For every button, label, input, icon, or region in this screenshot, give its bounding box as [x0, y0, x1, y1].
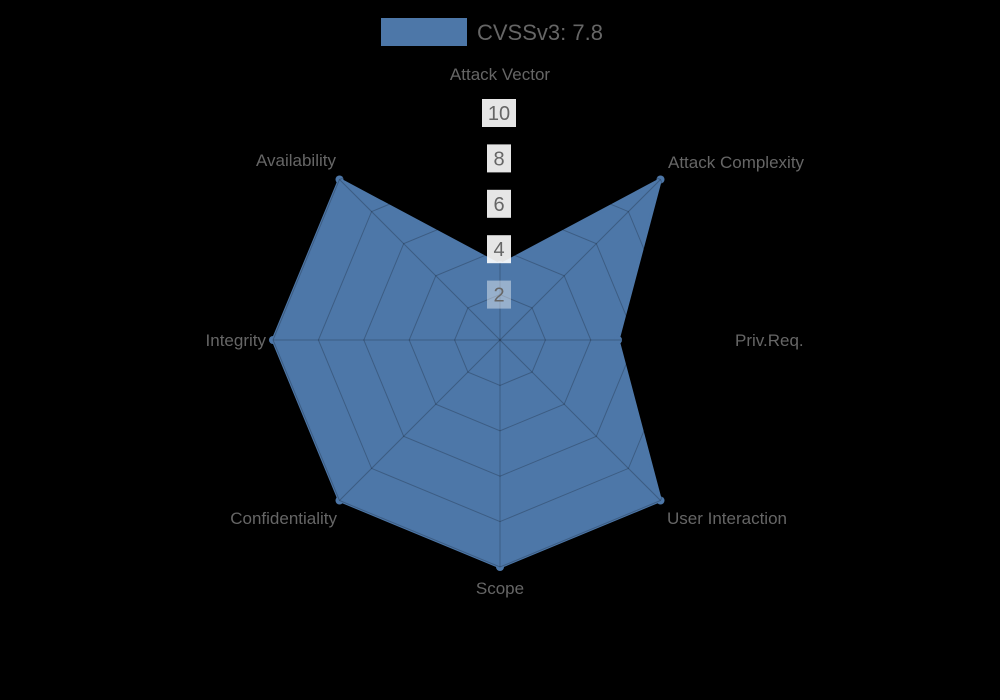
tick-backdrop: [487, 280, 511, 309]
data-point[interactable]: [656, 175, 665, 184]
axis-label-availability: Availability: [256, 151, 337, 170]
grid-ring: [272, 112, 728, 568]
tick-backdrop: [487, 189, 511, 218]
data-point[interactable]: [656, 496, 665, 505]
tick-label: 10: [488, 103, 510, 125]
tick-backdrop: [487, 235, 511, 264]
tick-label: 8: [493, 148, 504, 170]
tick-label: 6: [493, 194, 504, 216]
tick-backdrop: [482, 99, 516, 127]
axis-line: [499, 339, 661, 501]
data-point[interactable]: [269, 336, 277, 344]
data-point[interactable]: [614, 336, 623, 344]
axis-label-priv-req: Priv.Req.: [735, 331, 804, 350]
data-point[interactable]: [496, 563, 504, 571]
axis-line: [499, 179, 661, 341]
grid-ring: [317, 157, 683, 523]
data-point[interactable]: [335, 175, 344, 184]
axis-line: [339, 179, 501, 341]
axis-line: [339, 339, 501, 501]
axis-label-attack-complexity: Attack Complexity: [668, 153, 805, 172]
grid-ring: [454, 294, 546, 386]
axis-label-scope: Scope: [476, 579, 524, 598]
tick-backdrop: [487, 144, 511, 173]
legend-item[interactable]: CVSSv3: 7.8: [381, 18, 603, 46]
axis-label-user-interaction: User Interaction: [667, 509, 787, 528]
axis-label-attack-vector: Attack Vector: [450, 65, 550, 84]
grid-ring: [408, 248, 592, 432]
axis-label-confidentiality: Confidentiality: [230, 509, 337, 528]
tick-label: 4: [493, 239, 504, 261]
tick-label: 2: [493, 285, 504, 307]
grid-ring: [363, 203, 637, 477]
legend-swatch[interactable]: [381, 18, 467, 46]
legend-label[interactable]: CVSSv3: 7.8: [477, 20, 603, 45]
data-point[interactable]: [335, 496, 344, 505]
axis-label-integrity: Integrity: [206, 331, 267, 350]
